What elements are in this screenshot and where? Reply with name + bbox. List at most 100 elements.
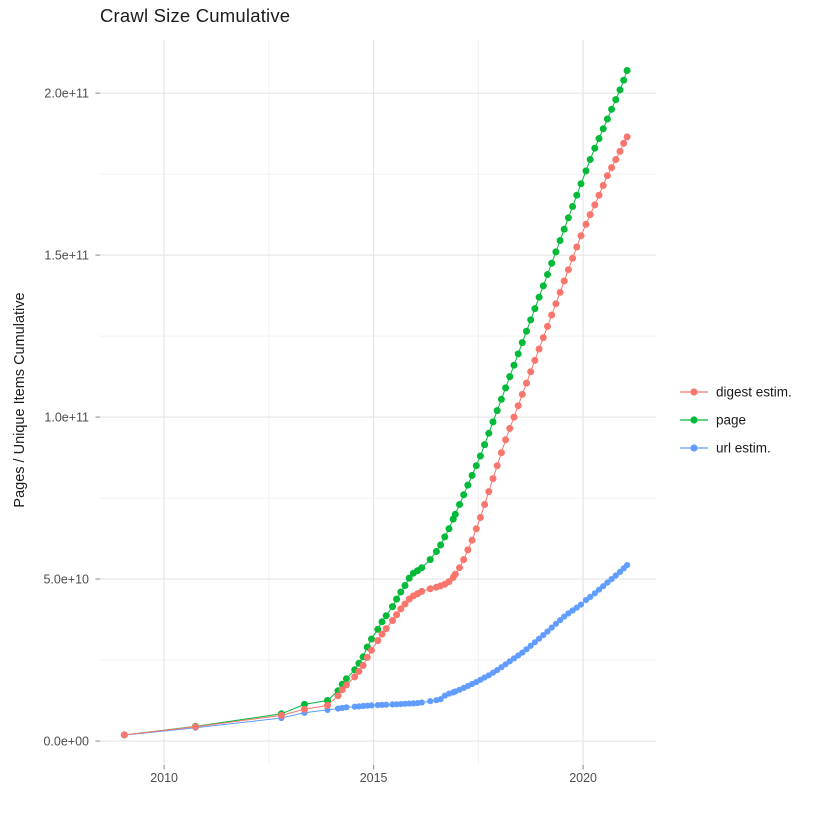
data-point-url-estim	[557, 617, 564, 624]
data-point-page	[620, 76, 628, 84]
data-point-page	[586, 156, 594, 163]
data-point-page	[468, 471, 476, 479]
data-point-url-estim	[577, 601, 585, 608]
data-point-digest-estim	[506, 424, 514, 432]
data-point-digest-estim	[518, 390, 526, 398]
data-point-digest-estim	[502, 436, 510, 444]
data-point-url-estim	[527, 642, 534, 649]
legend-key-dot	[690, 416, 698, 424]
series-line-url-estim	[124, 564, 628, 736]
data-point-url-estim	[587, 593, 594, 601]
data-point-page	[418, 564, 426, 572]
data-point-digest-estim	[556, 288, 564, 296]
data-point-digest-estim	[489, 475, 497, 483]
data-point-digest-estim	[192, 723, 199, 731]
data-point-digest-estim	[564, 266, 572, 274]
data-point-page	[623, 67, 631, 74]
data-point-digest-estim	[351, 673, 359, 681]
x-tick-label: 2010	[150, 771, 178, 785]
data-point-url-estim	[343, 704, 350, 711]
data-point-page	[301, 700, 308, 708]
data-point-digest-estim	[620, 139, 628, 147]
data-point-page	[616, 86, 624, 94]
chart-title: Crawl Size Cumulative	[100, 5, 291, 26]
data-point-digest-estim	[456, 564, 463, 572]
legend-item-url-estim: url estim.	[680, 441, 771, 456]
data-point-page	[464, 481, 472, 489]
data-point-url-estim	[595, 586, 603, 593]
data-point-page	[426, 556, 434, 564]
data-point-digest-estim	[397, 605, 405, 613]
data-point-page	[389, 603, 396, 611]
data-point-url-estim	[540, 632, 547, 639]
legend-label: digest estim.	[716, 385, 792, 400]
data-point-page	[502, 384, 510, 392]
data-point-url-estim	[427, 698, 434, 705]
data-point-digest-estim	[595, 191, 603, 199]
data-point-url-estim	[544, 628, 551, 635]
data-point-page	[564, 214, 572, 222]
data-point-page	[548, 259, 556, 267]
data-point-page	[560, 225, 568, 233]
data-point-digest-estim	[539, 334, 547, 342]
data-point-page	[569, 203, 577, 210]
axes: 2010 2015 2020 0.0e+00 5.0e+10 1.0e+11 1.5e+11…	[43, 86, 597, 785]
data-point-digest-estim	[368, 646, 375, 654]
data-point-page	[382, 612, 390, 620]
data-point-url-estim	[591, 590, 598, 597]
data-point-url-estim	[437, 696, 444, 703]
data-point-page	[481, 441, 489, 449]
data-point-page	[497, 395, 505, 403]
data-point-url-estim	[418, 699, 425, 706]
data-point-digest-estim	[334, 692, 342, 700]
data-point-digest-estim	[468, 536, 476, 544]
data-point-digest-estim	[577, 232, 585, 240]
data-point-digest-estim	[359, 662, 367, 669]
gridlines-minor	[100, 40, 656, 765]
data-point-digest-estim	[451, 570, 459, 578]
legend-key-dot	[690, 388, 698, 396]
data-point-url-estim	[552, 620, 560, 627]
data-point-page	[608, 105, 616, 113]
data-point-page	[544, 271, 551, 278]
data-point-page	[527, 316, 535, 324]
data-point-page	[437, 541, 445, 549]
data-point-digest-estim	[560, 277, 568, 285]
data-point-url-estim	[604, 579, 611, 586]
data-point-page	[591, 144, 599, 152]
data-point-digest-estim	[472, 525, 480, 533]
data-point-digest-estim	[608, 164, 616, 172]
x-tick-label: 2015	[360, 771, 388, 785]
data-point-digest-estim	[523, 379, 530, 387]
legend-item-digest-estim: digest estim.	[680, 385, 792, 400]
data-point-digest-estim	[599, 182, 607, 189]
data-point-page	[573, 191, 581, 199]
data-point-page	[518, 339, 526, 347]
y-tick-label: 2.0e+11	[44, 86, 89, 100]
data-point-digest-estim	[573, 243, 581, 251]
series-line-page	[124, 70, 628, 736]
data-point-page	[603, 115, 611, 123]
data-point-url-estim	[582, 597, 590, 604]
data-point-page	[485, 429, 493, 437]
data-point-page	[393, 595, 401, 603]
data-point-digest-estim	[476, 514, 484, 521]
y-tick-label: 5.0e+10	[43, 572, 89, 586]
y-tick-label: 1.0e+11	[44, 410, 89, 424]
data-point-digest-estim	[612, 156, 620, 163]
data-point-digest-estim	[510, 413, 518, 421]
data-point-digest-estim	[535, 345, 543, 353]
data-point-url-estim	[531, 639, 539, 646]
data-point-page	[535, 293, 543, 301]
data-point-digest-estim	[378, 630, 386, 638]
data-point-page	[612, 96, 620, 104]
data-point-digest-estim	[426, 585, 434, 593]
legend: digest estim. page url estim.	[680, 385, 792, 456]
data-point-page	[342, 675, 350, 683]
data-point-page	[552, 248, 560, 256]
data-point-digest-estim	[586, 211, 594, 219]
data-point-url-estim	[536, 635, 543, 642]
series-page	[120, 67, 631, 739]
gridlines-major	[100, 40, 656, 765]
